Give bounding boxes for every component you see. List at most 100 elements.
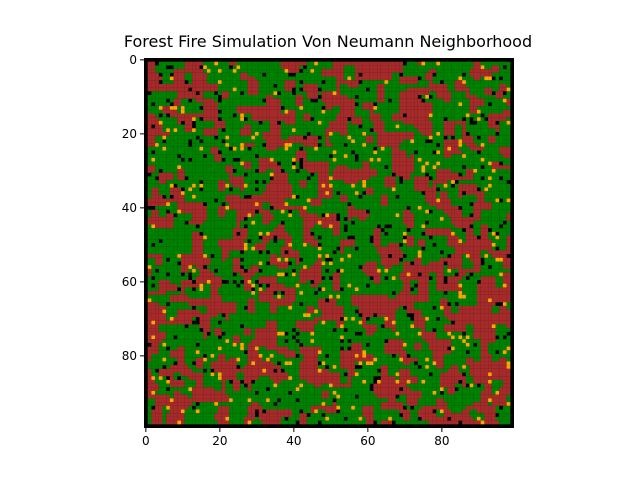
- heatmap-cell: [495, 243, 500, 247]
- heatmap-cell: [277, 117, 281, 121]
- heatmap-cell: [403, 120, 407, 125]
- heatmap-cell: [421, 157, 426, 162]
- heatmap-cell: [262, 83, 267, 88]
- heatmap-cell: [184, 180, 189, 184]
- heatmap-cell: [262, 113, 267, 118]
- heatmap-cell: [347, 220, 352, 225]
- heatmap-cell: [484, 220, 489, 225]
- heatmap-cell: [458, 165, 463, 170]
- heatmap-cell: [206, 154, 211, 158]
- heatmap-cell: [236, 220, 241, 225]
- heatmap-cell: [440, 132, 444, 136]
- heatmap-cell: [477, 154, 481, 158]
- heatmap-cell: [454, 220, 459, 225]
- heatmap-cell: [173, 135, 178, 140]
- heatmap-cell: [277, 183, 281, 188]
- heatmap-cell: [343, 202, 348, 207]
- heatmap-cell: [166, 91, 170, 96]
- heatmap-cell: [173, 165, 178, 170]
- heatmap-cell: [162, 257, 167, 262]
- heatmap-cell: [214, 102, 219, 107]
- heatmap-cell: [206, 254, 211, 258]
- heatmap-cell: [303, 239, 307, 244]
- heatmap-cell: [373, 194, 378, 199]
- heatmap-cell: [373, 72, 378, 77]
- heatmap-cell: [469, 91, 474, 96]
- heatmap-cell: [329, 83, 333, 88]
- heatmap-cell: [206, 176, 211, 181]
- heatmap-cell: [329, 150, 333, 155]
- heatmap-cell: [251, 161, 256, 166]
- heatmap-cell: [243, 69, 248, 73]
- heatmap-cell: [373, 220, 378, 225]
- heatmap-cell: [458, 187, 463, 192]
- heatmap-cell: [354, 87, 359, 92]
- heatmap-cell: [288, 243, 293, 247]
- heatmap-cell: [269, 87, 274, 92]
- heatmap-cell: [340, 231, 344, 236]
- heatmap-cell: [173, 250, 178, 255]
- heatmap-cell: [451, 80, 455, 84]
- heatmap-cell: [428, 180, 433, 184]
- heatmap-cell: [403, 169, 407, 173]
- heatmap-cell: [499, 106, 503, 110]
- heatmap-cell: [262, 139, 267, 144]
- heatmap-cell: [325, 187, 330, 192]
- heatmap-cell: [199, 239, 204, 244]
- heatmap-cell: [158, 231, 163, 236]
- heatmap-cell: [273, 220, 278, 225]
- heatmap-cell: [314, 80, 318, 84]
- heatmap-cell: [269, 194, 274, 199]
- heatmap-cell: [292, 135, 296, 140]
- heatmap-cell: [169, 117, 174, 121]
- heatmap-cell: [195, 198, 200, 203]
- heatmap-cell: [347, 172, 352, 177]
- heatmap-cell: [169, 165, 174, 170]
- heatmap-cell: [162, 191, 167, 195]
- heatmap-cell: [454, 135, 459, 140]
- heatmap-cell: [454, 194, 459, 199]
- heatmap-cell: [177, 95, 182, 99]
- heatmap-cell: [369, 250, 374, 255]
- heatmap-cell: [458, 213, 463, 218]
- heatmap-cell: [243, 124, 248, 129]
- heatmap-cell: [506, 102, 511, 107]
- heatmap-cell: [469, 235, 474, 240]
- heatmap-cell: [325, 128, 330, 133]
- heatmap-cell: [391, 187, 396, 192]
- heatmap-cell: [502, 176, 507, 181]
- heatmap-cell: [351, 113, 355, 118]
- heatmap-cell: [206, 124, 211, 129]
- heatmap-cell: [329, 172, 333, 177]
- heatmap-cell: [414, 87, 418, 92]
- heatmap-cell: [502, 128, 507, 133]
- heatmap-cell: [158, 176, 163, 181]
- heatmap-cell: [173, 176, 178, 181]
- heatmap-cell: [225, 65, 230, 70]
- heatmap-cell: [406, 235, 411, 240]
- heatmap-cell: [243, 83, 248, 88]
- heatmap-cell: [177, 139, 182, 144]
- heatmap-cell: [236, 228, 241, 232]
- heatmap-cell: [203, 87, 207, 92]
- heatmap-cell: [436, 117, 441, 121]
- heatmap-cell: [391, 113, 396, 118]
- heatmap-cell: [340, 72, 344, 77]
- heatmap-cell: [314, 254, 318, 258]
- heatmap-cell: [155, 95, 159, 99]
- heatmap-cell: [255, 213, 259, 218]
- heatmap-cell: [162, 246, 167, 251]
- heatmap-cell: [314, 113, 318, 118]
- heatmap-cell: [465, 187, 470, 192]
- heatmap-cell: [221, 69, 226, 73]
- heatmap-cell: [262, 87, 267, 92]
- heatmap-cell: [166, 157, 170, 162]
- heatmap-cell: [469, 198, 474, 203]
- heatmap-cell: [284, 180, 289, 184]
- heatmap-cell: [447, 106, 452, 110]
- heatmap-cell: [255, 117, 259, 121]
- heatmap-cell: [166, 180, 170, 184]
- heatmap-cell: [499, 65, 503, 70]
- heatmap-cell: [469, 206, 474, 210]
